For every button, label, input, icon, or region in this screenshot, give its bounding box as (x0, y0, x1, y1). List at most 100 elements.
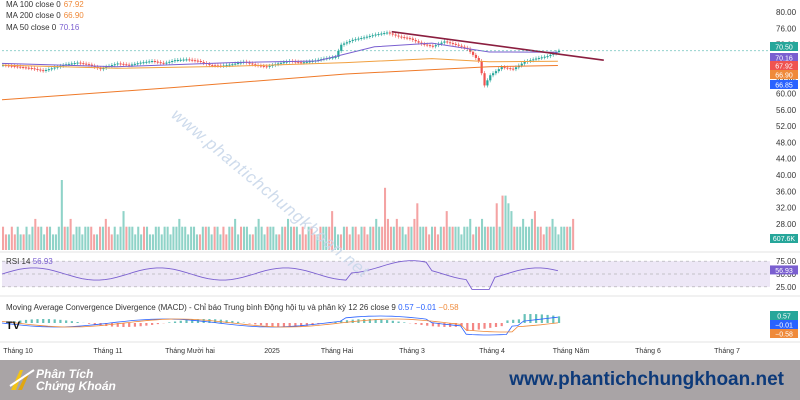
volume-bar (298, 234, 301, 250)
volume-bar (569, 226, 572, 250)
candle-body (156, 61, 159, 63)
volume-bar (442, 226, 445, 250)
candle-body (168, 61, 171, 63)
macd-histogram-bar (105, 323, 108, 327)
candle-body (492, 73, 495, 76)
volume-bar (10, 226, 13, 250)
volume-bar (2, 226, 5, 250)
volume-bar (169, 234, 172, 250)
volume-bar (57, 226, 60, 250)
macd-histogram-bar (414, 323, 417, 325)
candle-body (363, 37, 366, 39)
rsi-value: 56.93 (32, 257, 53, 266)
volume-bar (539, 226, 542, 250)
volume-bar (510, 211, 513, 250)
volume-bar (107, 226, 110, 250)
candle-body (348, 41, 351, 43)
candle-body (90, 64, 94, 66)
macd-title: Moving Average Convergence Divergence (M… (6, 303, 459, 312)
candle-body (173, 60, 177, 62)
volume-bar (407, 226, 410, 250)
volume-bar (187, 234, 190, 250)
volume-bar (154, 226, 157, 250)
macd-histogram-bar (460, 323, 463, 327)
price-tick-label: 80.00 (776, 8, 797, 17)
macd-histogram-bar (139, 323, 142, 327)
rsi-tag (770, 265, 798, 275)
volume-bar (148, 234, 151, 250)
price-tick-label: 52.00 (776, 122, 797, 131)
volume-bar (492, 226, 495, 250)
volume-bar (301, 226, 304, 250)
volume-bar (389, 226, 392, 250)
candle-body (39, 69, 42, 71)
price-tick-label: 48.00 (776, 138, 797, 147)
volume-bar (113, 226, 116, 250)
volume-bar (498, 226, 501, 250)
legend-label: MA 200 close 0 (6, 11, 61, 20)
candle-body (457, 44, 460, 46)
volume-bar (216, 226, 219, 250)
candle-body (99, 68, 102, 70)
rsi-line (1, 260, 559, 290)
volume-bar (351, 226, 354, 250)
candle-body (357, 38, 360, 40)
candle-body (7, 65, 10, 67)
volume-bar (46, 226, 49, 250)
candle-body (546, 56, 549, 58)
volume-bar (419, 226, 422, 250)
candle-body (535, 58, 538, 60)
candle-body (10, 65, 13, 67)
volume-bar (445, 211, 448, 250)
volume-bar (560, 226, 563, 250)
candle-body (79, 62, 82, 64)
ma50-line (1, 42, 558, 68)
brand-line2: Chứng Khoán (36, 379, 116, 393)
candle-body (489, 75, 492, 81)
macd-histogram-bar (30, 319, 33, 323)
volume-bar (454, 226, 457, 250)
volume-bar (290, 226, 293, 250)
tradingview-logo: TV (6, 320, 21, 332)
brand-line1: Phân Tích (36, 367, 94, 381)
footer-url: www.phantichchungkhoan.net (509, 369, 784, 390)
volume-bar (28, 234, 31, 250)
candle-body (374, 34, 377, 36)
candle-body (199, 61, 202, 63)
macd-histogram-bar (512, 319, 515, 323)
macd-histogram-bar (19, 320, 22, 323)
macd-histogram-bar (156, 323, 159, 325)
macd-histogram-bar (471, 323, 475, 331)
x-axis-label: Tháng Năm (553, 348, 590, 355)
macd-histogram-bar (7, 322, 10, 323)
volume-bar (198, 234, 201, 250)
price-tick-label: 76.00 (776, 24, 797, 33)
volume-bar (466, 226, 469, 250)
volume-bar (475, 226, 478, 250)
candle-body (428, 45, 432, 47)
volume-bar (566, 226, 569, 250)
volume-bar (342, 226, 345, 250)
candle-body (305, 61, 308, 63)
candle-body (22, 67, 25, 69)
macd-histogram-bar (294, 323, 297, 327)
volume-bar (522, 218, 525, 250)
volume-bar (272, 226, 275, 250)
macd-tag (770, 329, 798, 338)
macd-histogram-bar (42, 319, 45, 323)
candle-body (211, 65, 214, 67)
volume-bar (234, 218, 237, 250)
rsi-tick-label: 50.00 (776, 270, 797, 279)
candle-body (434, 45, 437, 47)
volume-bar (513, 226, 516, 250)
price-tick-label: 60.00 (776, 90, 797, 99)
volume-bar (439, 226, 442, 250)
rsi-pane (1, 260, 770, 290)
macd-histogram-bar (282, 323, 286, 327)
volume-tag (770, 234, 798, 243)
volume-bar (60, 180, 63, 250)
volume-bar (75, 226, 78, 250)
volume-bar (331, 211, 334, 250)
candle-body (345, 42, 349, 44)
candle-body (386, 32, 389, 34)
